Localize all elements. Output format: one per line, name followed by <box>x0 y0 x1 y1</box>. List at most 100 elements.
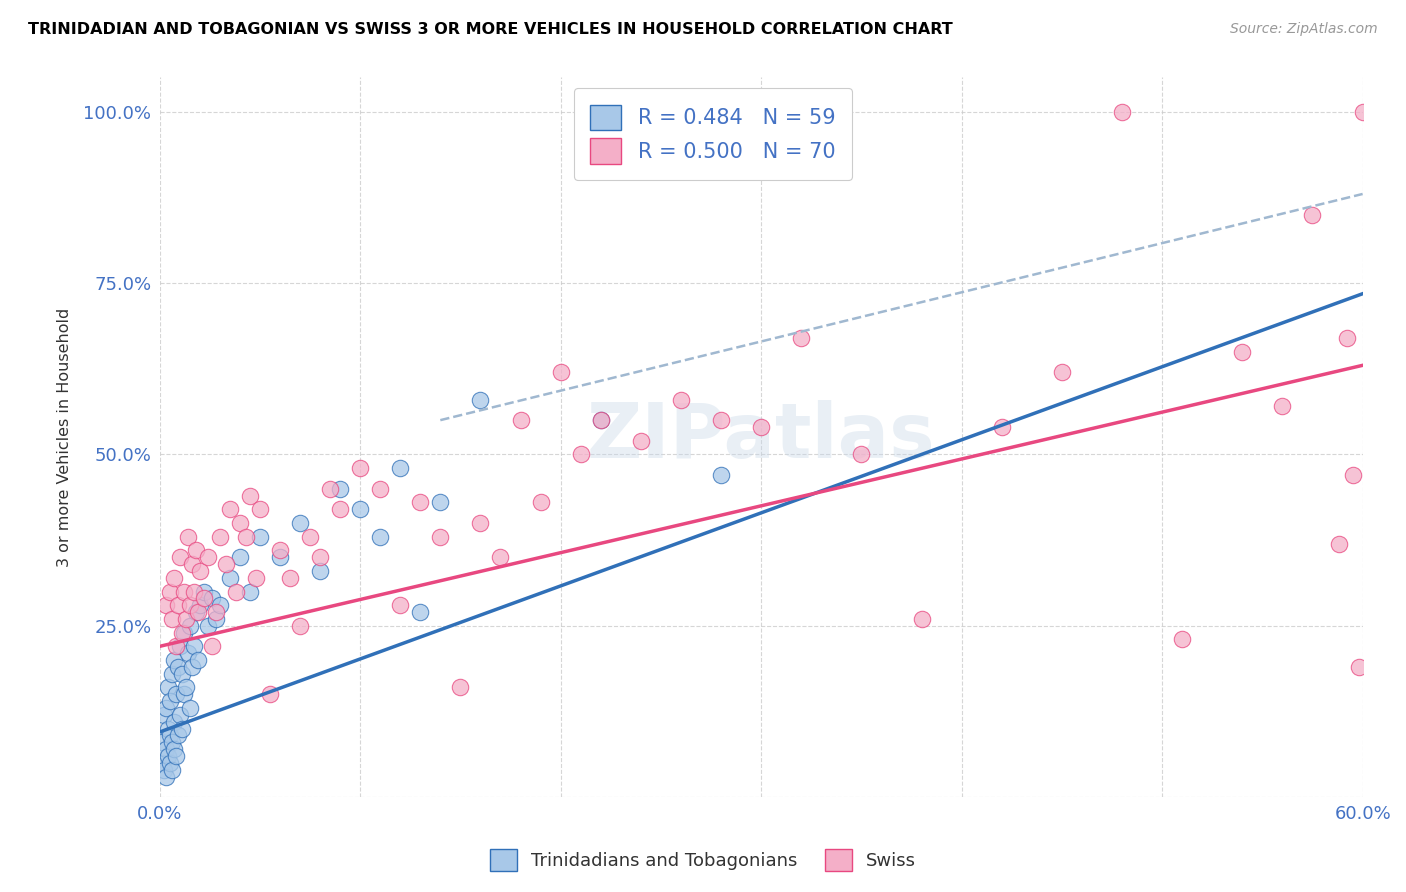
Point <box>173 625 195 640</box>
Point <box>249 530 271 544</box>
Point <box>155 701 177 715</box>
Point <box>197 619 219 633</box>
Point <box>389 599 412 613</box>
Point <box>368 482 391 496</box>
Point <box>309 564 332 578</box>
Point <box>204 605 226 619</box>
Point <box>163 571 186 585</box>
Point <box>163 653 186 667</box>
Point <box>550 365 572 379</box>
Point <box>851 447 873 461</box>
Point <box>1171 632 1194 647</box>
Point <box>166 729 188 743</box>
Point <box>208 530 231 544</box>
Point <box>245 571 267 585</box>
Point <box>1232 344 1254 359</box>
Text: TRINIDADIAN AND TOBAGONIAN VS SWISS 3 OR MORE VEHICLES IN HOUSEHOLD CORRELATION : TRINIDADIAN AND TOBAGONIAN VS SWISS 3 OR… <box>28 22 953 37</box>
Point <box>201 591 224 606</box>
Point <box>630 434 652 448</box>
Point <box>239 489 262 503</box>
Point <box>1341 468 1364 483</box>
Point <box>218 571 240 585</box>
Point <box>710 468 733 483</box>
Legend: R = 0.484   N = 59, R = 0.500   N = 70: R = 0.484 N = 59, R = 0.500 N = 70 <box>574 87 852 180</box>
Point <box>160 763 183 777</box>
Point <box>1111 104 1133 119</box>
Point <box>193 591 215 606</box>
Point <box>710 413 733 427</box>
Point <box>169 640 191 654</box>
Point <box>449 681 471 695</box>
Point <box>429 495 451 509</box>
Point <box>176 646 198 660</box>
Point <box>160 666 183 681</box>
Point <box>180 557 202 571</box>
Point <box>166 660 188 674</box>
Legend: Trinidadians and Tobagonians, Swiss: Trinidadians and Tobagonians, Swiss <box>482 842 924 879</box>
Point <box>165 640 187 654</box>
Point <box>187 605 209 619</box>
Point <box>229 550 252 565</box>
Point <box>470 392 492 407</box>
Point <box>329 482 352 496</box>
Point <box>569 447 592 461</box>
Point <box>349 461 371 475</box>
Point <box>179 701 201 715</box>
Point <box>349 502 371 516</box>
Point <box>150 735 173 749</box>
Point <box>218 502 240 516</box>
Point <box>163 714 186 729</box>
Point <box>215 557 238 571</box>
Point <box>183 584 205 599</box>
Point <box>368 530 391 544</box>
Point <box>174 681 197 695</box>
Point <box>184 605 207 619</box>
Point <box>749 420 772 434</box>
Point <box>166 599 188 613</box>
Point <box>179 619 201 633</box>
Point <box>409 495 432 509</box>
Point <box>155 770 177 784</box>
Point <box>176 530 198 544</box>
Point <box>589 413 612 427</box>
Point <box>259 687 281 701</box>
Point <box>173 687 195 701</box>
Point <box>669 392 692 407</box>
Point <box>235 530 257 544</box>
Point <box>1327 536 1350 550</box>
Point <box>193 584 215 599</box>
Point <box>239 584 262 599</box>
Point <box>188 599 211 613</box>
Point <box>470 516 492 530</box>
Point <box>329 502 352 516</box>
Point <box>170 722 193 736</box>
Point <box>249 502 271 516</box>
Point <box>309 550 332 565</box>
Text: ZIPatlas: ZIPatlas <box>586 401 935 475</box>
Point <box>173 584 195 599</box>
Point <box>159 694 181 708</box>
Point <box>156 681 179 695</box>
Point <box>288 516 311 530</box>
Point <box>169 550 191 565</box>
Point <box>204 612 226 626</box>
Point <box>389 461 412 475</box>
Point <box>152 763 174 777</box>
Point <box>225 584 247 599</box>
Point <box>187 653 209 667</box>
Point <box>155 599 177 613</box>
Point <box>288 619 311 633</box>
Point <box>1271 400 1294 414</box>
Point <box>197 550 219 565</box>
Point <box>170 625 193 640</box>
Point <box>269 543 291 558</box>
Point <box>155 742 177 756</box>
Point <box>319 482 342 496</box>
Point <box>201 640 224 654</box>
Text: Source: ZipAtlas.com: Source: ZipAtlas.com <box>1230 22 1378 37</box>
Point <box>990 420 1012 434</box>
Point <box>159 729 181 743</box>
Point <box>170 666 193 681</box>
Point <box>229 516 252 530</box>
Point <box>163 742 186 756</box>
